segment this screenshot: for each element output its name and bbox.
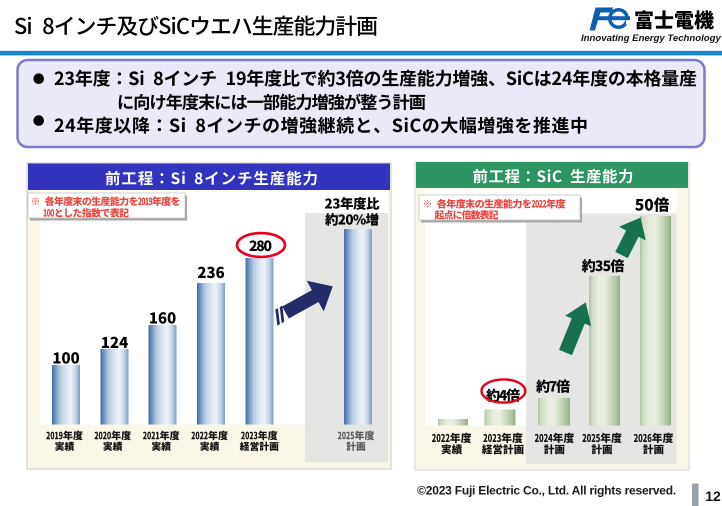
svg-text:Innovating Energy Technology: Innovating Energy Technology (581, 33, 721, 44)
svg-text:©2023 Fuji Electric Co., Ltd.: ©2023 Fuji Electric Co., Ltd. All rights… (417, 484, 676, 498)
svg-text:12: 12 (705, 488, 721, 504)
